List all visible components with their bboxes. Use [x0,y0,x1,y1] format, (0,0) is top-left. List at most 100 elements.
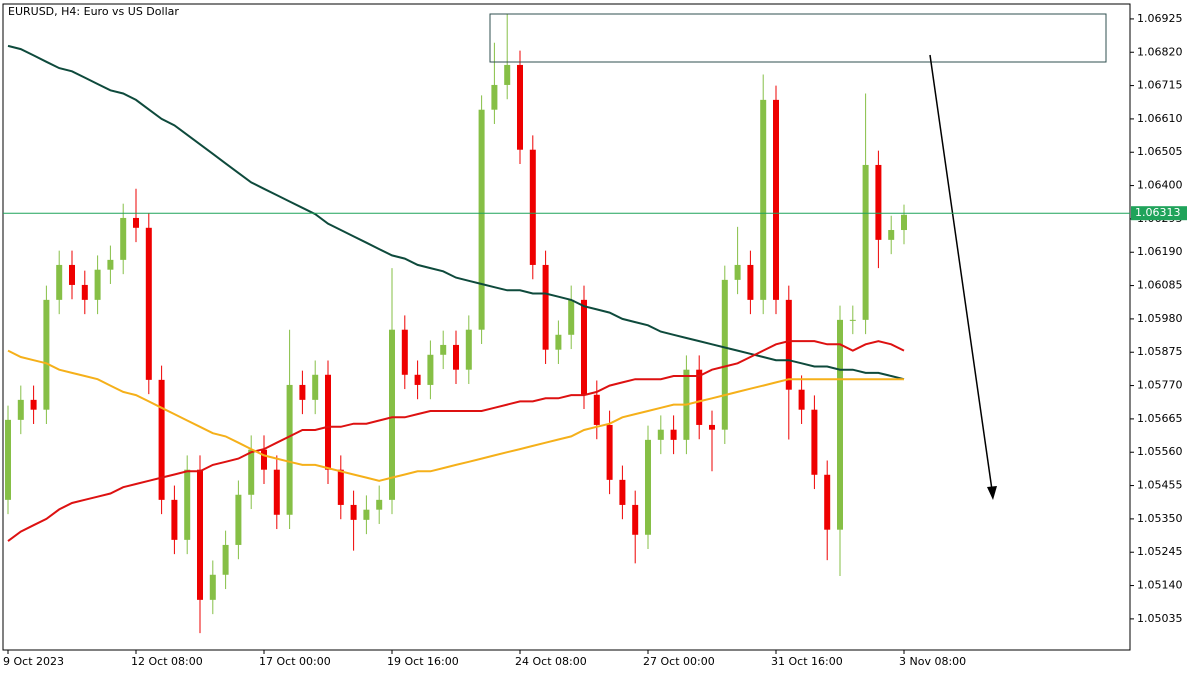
candle-body [811,409,818,475]
candle-body [414,374,421,385]
candle-body [555,334,562,350]
x-tick-label: 12 Oct 08:00 [131,655,203,668]
candle-body [222,544,229,575]
resistance-zone [489,13,1107,63]
candle-body [325,374,331,470]
arrow-head [987,486,997,500]
candle-body [145,227,152,380]
x-tick-label: 19 Oct 16:00 [387,655,459,668]
x-tick-label: 24 Oct 08:00 [515,655,587,668]
candle-body [5,419,11,500]
y-tick-label: 1.05035 [1137,612,1183,625]
candle-body [773,99,779,300]
candle-body [107,259,114,270]
candle-body [517,64,523,150]
candle-body [862,164,869,320]
y-tick-label: 1.05560 [1137,445,1183,458]
candle-body [632,504,639,535]
candle-body [133,217,139,228]
candle-body [888,230,895,240]
candle-body [849,319,856,321]
y-tick-label: 1.05980 [1137,312,1183,325]
candle-body [43,299,50,410]
candle-body [453,344,459,370]
y-tick-label: 1.05875 [1137,345,1183,358]
candle-body [657,429,664,440]
candle-body [747,264,754,300]
marks [5,14,907,634]
candle-body [593,394,600,425]
current-price-label: 1.06313 [1135,206,1181,219]
candle-body [94,269,101,300]
y-tick-label: 1.05770 [1137,379,1183,392]
candle-body [363,509,370,520]
candle-body [606,424,613,480]
y-tick-label: 1.06505 [1137,145,1183,158]
candle-body [235,494,242,545]
candle-body [696,369,703,425]
candle-body [197,469,203,600]
x-tick-label: 27 Oct 00:00 [643,655,715,668]
candle-body [171,499,178,540]
candle-body [261,449,267,470]
candle-body [158,379,165,500]
candle-body [504,64,511,85]
candle-body [670,429,677,440]
candle-body [312,374,319,400]
y-tick-label: 1.06925 [1137,12,1183,25]
moving-average [7,340,905,542]
candle-body [491,84,498,110]
candle-body [465,329,472,370]
candle-body [734,264,741,280]
candle-body [709,424,715,430]
candle-body [619,479,626,505]
x-tick-label: 31 Oct 16:00 [771,655,843,668]
candle-body [376,499,383,510]
candle-body [785,299,792,390]
candle-body [299,384,306,400]
candle-body [350,504,357,520]
plot-frame [2,3,1131,651]
y-tick-label: 1.06190 [1137,245,1183,258]
candle-body [81,284,88,300]
x-tick-label: 17 Oct 00:00 [259,655,331,668]
y-tick-label: 1.06820 [1137,45,1183,58]
candle-body [427,354,434,385]
y-tick-label: 1.05350 [1137,512,1183,525]
candle-body [645,439,651,535]
current-price-box [1131,206,1187,221]
candle-body [337,469,344,505]
candle-body [568,299,575,335]
x-tick-label: 9 Oct 2023 [3,655,64,668]
trend-arrow [929,54,993,491]
chart-title: EURUSD, H4: Euro vs US Dollar [8,5,179,18]
x-tick-label: 3 Nov 08:00 [899,655,966,668]
candle-body [542,264,549,350]
candle-body [286,384,293,515]
candle-body [581,299,587,395]
candle-body [875,164,882,240]
candle-body [478,109,485,330]
candle-body [184,469,191,540]
candle-body [824,474,831,530]
candle-body [901,214,907,231]
candle-body [798,389,805,410]
candle-body [30,399,37,410]
candle-body [837,319,843,530]
y-tick-label: 1.06400 [1137,179,1183,192]
moving-average [7,349,904,482]
y-tick-label: 1.05665 [1137,412,1183,425]
y-tick-label: 1.05455 [1137,479,1183,492]
y-tick-label: 1.05140 [1137,579,1183,592]
candle-body [120,217,127,260]
y-tick-label: 1.06715 [1137,79,1183,92]
candle-body [248,449,255,495]
y-tick-label: 1.05245 [1137,545,1183,558]
candle-body [273,469,280,515]
candle-body [401,329,408,375]
candle-body [209,574,216,600]
candle-body [529,149,536,265]
candle-body [389,329,395,500]
candle-body [69,264,75,285]
